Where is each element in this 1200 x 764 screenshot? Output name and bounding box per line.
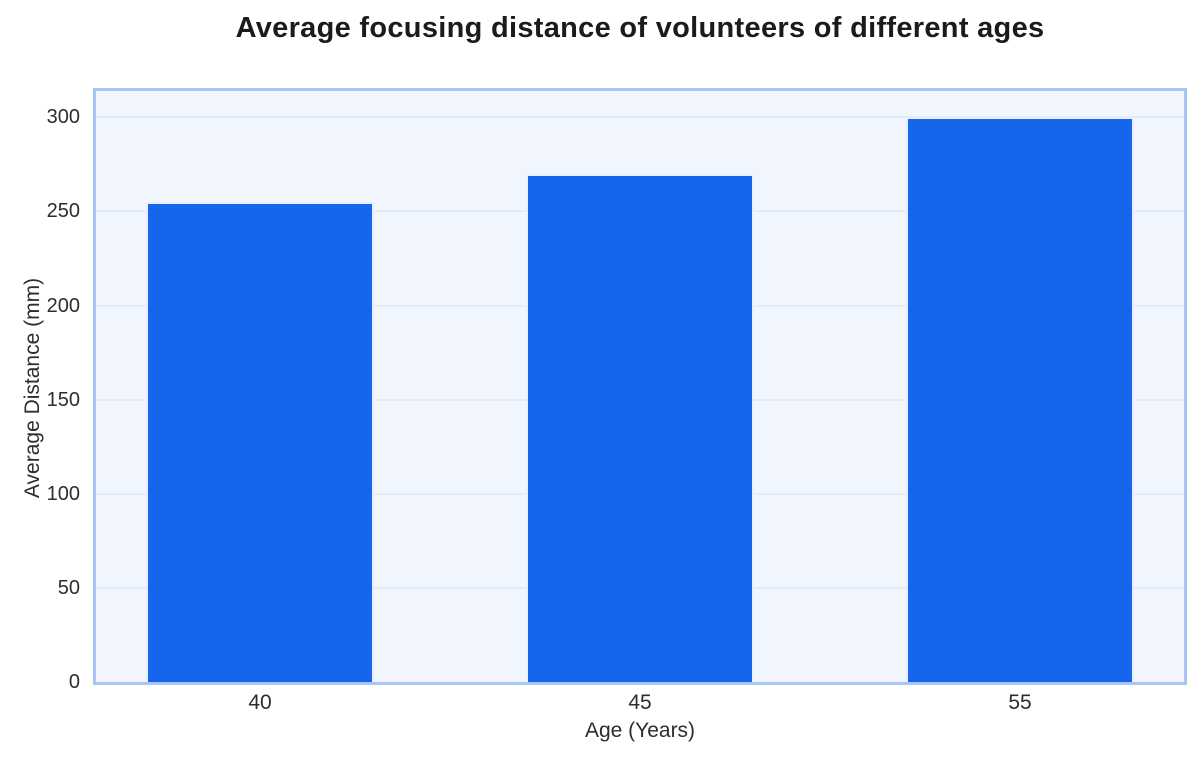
y-tick-label-100: 100 <box>46 482 80 505</box>
x-tick-label-40: 40 <box>248 691 272 714</box>
y-axis-label: Average Distance (mm) <box>21 277 44 499</box>
bar-age-55 <box>906 117 1134 682</box>
y-tick-label-300: 300 <box>46 106 80 129</box>
plot-area <box>93 88 1187 685</box>
y-tick-label-250: 250 <box>46 200 80 223</box>
x-axis-label: Age (Years) <box>584 719 696 742</box>
y-tick-label-0: 0 <box>68 671 80 693</box>
y-tick-label-50: 50 <box>57 576 80 599</box>
x-tick-label-55: 55 <box>1008 691 1032 714</box>
y-tick-label-150: 150 <box>46 388 80 411</box>
gridline-300 <box>96 116 1184 119</box>
y-tick-label-200: 200 <box>46 294 80 317</box>
bar-age-40 <box>146 202 374 682</box>
x-tick-label-45: 45 <box>628 691 652 714</box>
chart-title: Average focusing distance of volunteers … <box>235 12 1045 44</box>
bar-age-45 <box>526 174 754 682</box>
